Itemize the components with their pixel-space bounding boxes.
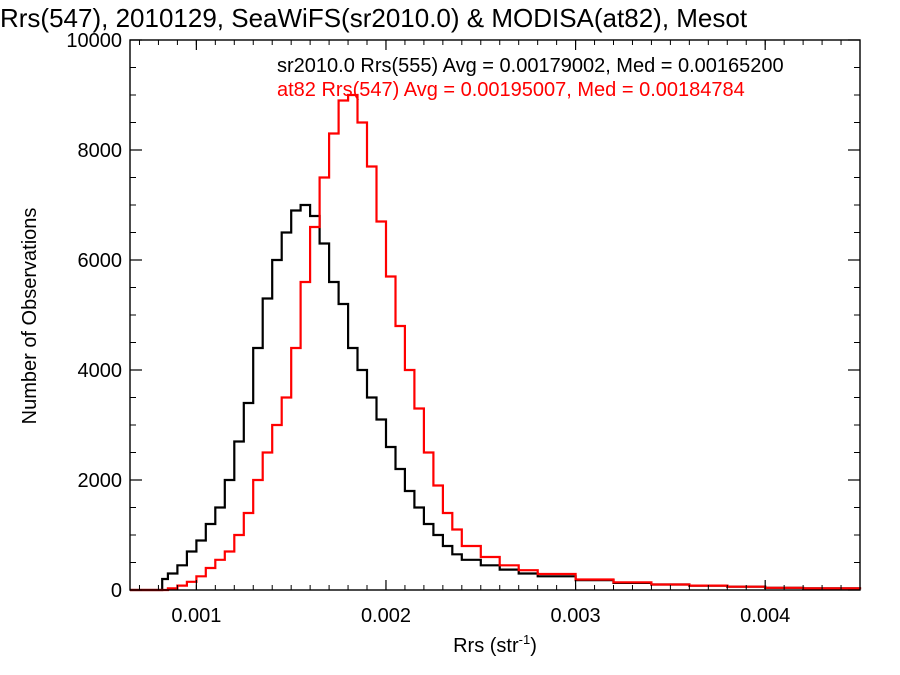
x-tick-label: 0.001: [171, 605, 221, 627]
y-axis-label: Number of Observations: [19, 208, 41, 425]
annotation-black: sr2010.0 Rrs(555) Avg = 0.00179002, Med …: [277, 55, 784, 77]
chart-title: Rrs(547), 2010129, SeaWiFS(sr2010.0) & M…: [0, 3, 748, 33]
x-tick-label: 0.003: [551, 605, 601, 627]
series-layer: [130, 93, 862, 592]
x-tick-label: 0.002: [361, 605, 411, 627]
annotation-red: at82 Rrs(547) Avg = 0.00195007, Med = 0.…: [277, 79, 745, 101]
y-tick-label: 8000: [78, 140, 123, 162]
series-line-1: [130, 203, 862, 592]
y-tick-label: 4000: [78, 360, 123, 382]
y-tick-label: 2000: [78, 470, 123, 492]
y-tick-label: 6000: [78, 250, 123, 272]
y-tick-label: 0: [111, 580, 122, 602]
y-tick-label: 10000: [66, 30, 122, 52]
x-axis-label: Rrs (str-1): [453, 632, 537, 657]
axes-layer: 0.001 0.002 0.003 0.004 0 2000 4000 6000 8000 100…: [66, 30, 861, 627]
x-tick-label: 0.004: [740, 605, 790, 627]
series-line-2: [130, 93, 862, 592]
